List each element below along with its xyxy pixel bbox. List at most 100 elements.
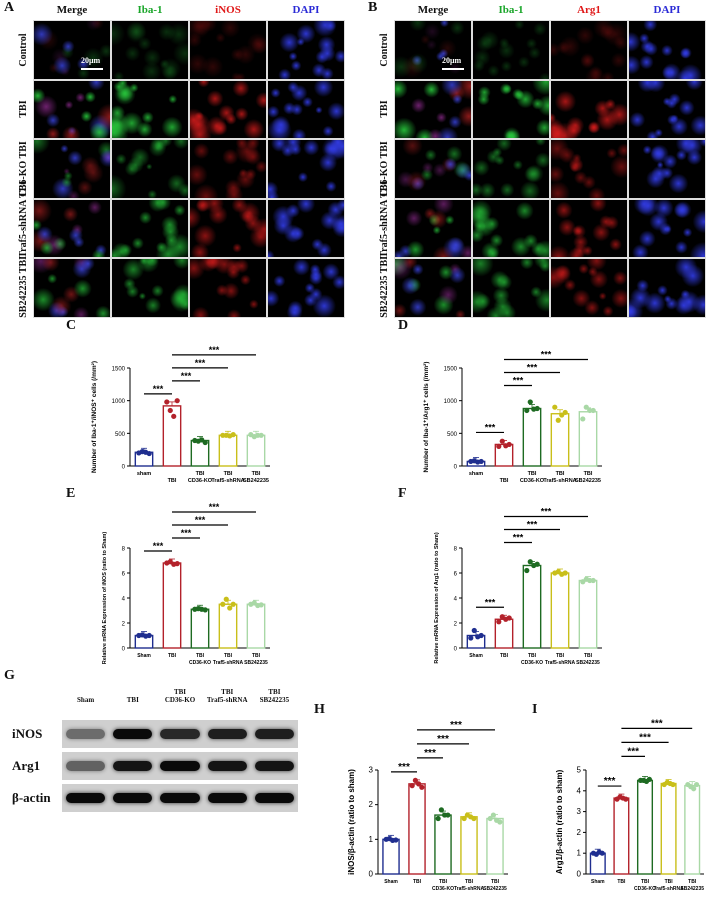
bar-Traf5-shRNA [218, 434, 238, 467]
y-tick-label: 2 [122, 622, 126, 628]
y-tick-label: 1 [369, 835, 374, 844]
blot-band-0-3 [207, 729, 247, 739]
panel-a-image-3-3 [267, 198, 345, 258]
panel-b-image-2-2 [550, 139, 628, 199]
significance-label: *** [181, 371, 192, 381]
data-point [496, 443, 502, 449]
data-point [478, 458, 484, 465]
bar-SB242235 [578, 579, 598, 649]
x-tick-label: SB242235 [244, 660, 268, 666]
y-tick-label: 0 [454, 647, 458, 653]
blot-lane-label-1: TBI [126, 696, 139, 704]
y-axis-label: Number of Iba-1⁺/Arg1⁺ cells (/mm²) [423, 362, 430, 473]
panel-b-image-4-0 [394, 258, 472, 318]
panel-b-image-1-2 [550, 79, 628, 139]
y-axis-label: Number of Iba-1⁺/iNOS⁺ cells (/mm²) [91, 361, 98, 473]
significance-label: *** [437, 734, 449, 745]
blot-band-2-4 [254, 793, 294, 803]
panel-label-g: G [4, 668, 15, 683]
x-tick-label: TBI [252, 653, 261, 659]
data-point [499, 438, 505, 444]
blot-band-2-1 [113, 793, 153, 803]
blot-band-2-2 [160, 793, 200, 803]
panel-label-f: F [398, 486, 407, 501]
data-point [435, 815, 441, 822]
y-axis-label: Arg1/β-actin (ratio to sham) [555, 769, 564, 874]
significance-label: *** [209, 502, 220, 512]
bar-CD36-KO [636, 779, 654, 875]
data-point [146, 450, 152, 457]
y-tick-label: 4 [122, 597, 126, 603]
significance-label: *** [398, 762, 410, 773]
significance-label: *** [627, 746, 639, 757]
panel-b-image-4-2 [550, 258, 628, 318]
significance-label: *** [639, 732, 651, 743]
panel-b-image-0-2 [550, 20, 628, 80]
significance-label: *** [527, 520, 538, 530]
panel-b-image-1-0 [394, 79, 472, 139]
data-point [623, 796, 629, 802]
data-point [461, 815, 467, 822]
panel-a-row-label-0: Control [18, 33, 29, 67]
x-tick-label: SB242235 [575, 478, 601, 484]
panel-label-e: E [66, 486, 76, 501]
bar-TBI [162, 562, 182, 649]
x-tick-label: sham [469, 471, 483, 477]
data-point [524, 407, 530, 414]
data-point [230, 432, 236, 438]
x-tick-label: TBI [665, 879, 674, 885]
panel-b-header-3: DAPI [653, 4, 681, 16]
x-tick-label: Traf5-shRNA [454, 886, 485, 892]
data-point [258, 602, 264, 608]
significance-label: *** [450, 720, 462, 731]
y-tick-label: 2 [454, 622, 458, 628]
panel-a-image-3-0 [33, 198, 111, 258]
significance-label: *** [527, 363, 538, 373]
data-point [478, 632, 484, 639]
bar-Sham [382, 838, 400, 875]
panel-a-scale-label: 20μm [81, 55, 101, 65]
x-tick-label: TBI [439, 879, 448, 885]
x-tick-label: TBI [617, 879, 626, 885]
y-axis-label: Relative mRNA Expression of Arg1 (ratio … [434, 532, 440, 663]
data-point [590, 577, 596, 584]
x-group-label: TBI [528, 471, 537, 477]
y-tick-label: 0 [454, 465, 458, 471]
data-point [506, 441, 512, 448]
y-tick-label: 0 [369, 870, 374, 879]
data-point [174, 398, 180, 404]
y-tick-label: 500 [447, 432, 458, 438]
data-point [580, 416, 586, 422]
y-axis-label: iNOS/β-actin (ratio to sham) [347, 769, 356, 875]
significance-label: *** [195, 358, 206, 368]
x-tick-label: TBI [500, 653, 509, 659]
panel-a-image-4-0 [33, 258, 111, 318]
panel-a-image-2-0 [33, 139, 111, 199]
x-tick-label: TBI [528, 653, 537, 659]
data-point [223, 596, 229, 602]
bar-CD36-KO [522, 564, 542, 649]
blot-lane-label-0: Sham [77, 696, 95, 704]
significance-label: *** [513, 376, 524, 386]
panel-a-image-4-2 [189, 258, 267, 318]
significance-label: *** [604, 776, 616, 787]
data-point [562, 570, 568, 576]
significance-label: *** [209, 345, 220, 355]
panel-a-image-0-0 [33, 20, 111, 80]
panel-b-image-2-3 [628, 139, 706, 199]
x-tick-label: CD36-KO [188, 478, 213, 484]
significance-label: *** [424, 748, 436, 759]
data-point [258, 432, 264, 438]
panel-b-header-0: Merge [417, 4, 449, 16]
data-point [555, 417, 561, 423]
data-point [164, 399, 170, 405]
data-point [445, 812, 451, 818]
panel-b-image-3-3 [628, 198, 706, 258]
panel-b-row-label-3: Traf5-shRNA TBI [379, 180, 390, 258]
data-point [527, 399, 533, 405]
significance-label: *** [651, 718, 663, 729]
x-tick-label: Sham [469, 653, 483, 659]
y-tick-label: 1500 [444, 367, 458, 373]
x-tick-label: TBI [196, 653, 205, 659]
bar-Traf5-shRNA [660, 782, 677, 875]
